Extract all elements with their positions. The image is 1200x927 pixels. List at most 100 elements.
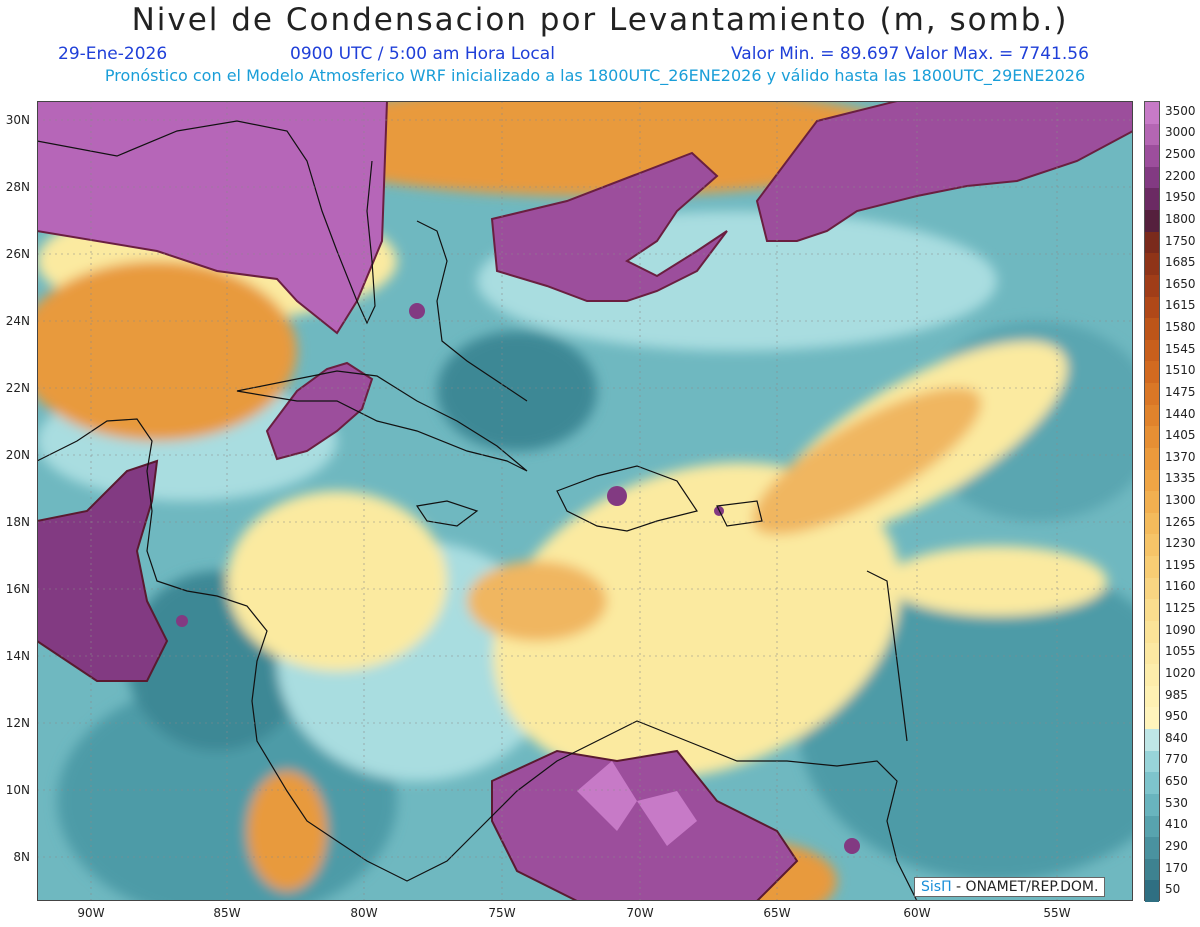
colorbar-segment bbox=[1145, 577, 1159, 600]
lon-label: 75W bbox=[488, 906, 516, 920]
colorbar-segment bbox=[1145, 837, 1159, 860]
colorbar-label: 1020 bbox=[1165, 665, 1196, 680]
colorbar-label: 2500 bbox=[1165, 147, 1196, 162]
colorbar-segment bbox=[1145, 123, 1159, 146]
colorbar-segment bbox=[1145, 339, 1159, 362]
lon-label: 70W bbox=[626, 906, 654, 920]
colorbar-segment bbox=[1145, 880, 1159, 903]
colorbar-label: 770 bbox=[1165, 752, 1188, 767]
lat-label: 24N bbox=[5, 314, 30, 328]
colorbar-label: 1800 bbox=[1165, 211, 1196, 226]
colorbar bbox=[1144, 101, 1160, 903]
colorbar-label: 1580 bbox=[1165, 320, 1196, 335]
colorbar-segment bbox=[1145, 707, 1159, 730]
lat-label: 10N bbox=[5, 783, 30, 797]
colorbar-segment bbox=[1145, 274, 1159, 298]
colorbar-label: 1090 bbox=[1165, 622, 1196, 637]
lon-label: 60W bbox=[903, 906, 931, 920]
colorbar-segment bbox=[1145, 750, 1159, 773]
coastlines bbox=[37, 120, 918, 901]
colorbar-label: 290 bbox=[1165, 838, 1188, 853]
colorbar-label: 1615 bbox=[1165, 298, 1196, 313]
florida-purple-region bbox=[37, 101, 389, 335]
colorbar-label: 840 bbox=[1165, 730, 1188, 745]
lat-label: 8N bbox=[13, 850, 30, 864]
lon-label: 85W bbox=[213, 906, 241, 920]
colorbar-label: 1510 bbox=[1165, 363, 1196, 378]
colorbar-segment bbox=[1145, 426, 1159, 449]
colorbar-label: 50 bbox=[1165, 882, 1181, 897]
colorbar-segment bbox=[1145, 210, 1159, 233]
colorbar-segment bbox=[1145, 512, 1159, 535]
colorbar-segment bbox=[1145, 296, 1159, 319]
lat-label: 28N bbox=[5, 180, 30, 194]
colorbar-segment bbox=[1145, 491, 1159, 514]
colorbar-segment bbox=[1145, 188, 1159, 211]
colorbar-label: 950 bbox=[1165, 709, 1188, 724]
credit-text: - ONAMET/REP.DOM. bbox=[951, 879, 1099, 895]
colorbar-label: 1125 bbox=[1165, 601, 1196, 616]
colorbar-segment bbox=[1145, 145, 1159, 168]
colorbar-segment bbox=[1145, 599, 1159, 622]
forecast-date: 29-Ene-2026 bbox=[58, 44, 168, 64]
colorbar-segment bbox=[1145, 253, 1159, 276]
central-america-purple-region bbox=[37, 459, 169, 682]
lat-label: 20N bbox=[5, 448, 30, 462]
colorbar-segment bbox=[1145, 469, 1159, 492]
cuba-purple-region bbox=[265, 361, 374, 461]
min-max-values: Valor Min. = 89.697 Valor Max. = 7741.56 bbox=[731, 44, 1089, 64]
colorbar-label: 530 bbox=[1165, 795, 1188, 810]
graticule bbox=[37, 101, 1133, 901]
colorbar-label: 1685 bbox=[1165, 255, 1196, 270]
lat-label: 22N bbox=[5, 381, 30, 395]
lon-label: 80W bbox=[350, 906, 378, 920]
colorbar-segment bbox=[1145, 729, 1159, 752]
colorbar-segment bbox=[1145, 447, 1159, 471]
colorbar-label: 1405 bbox=[1165, 428, 1196, 443]
colorbar-label: 1440 bbox=[1165, 406, 1196, 421]
colorbar-label: 985 bbox=[1165, 687, 1188, 702]
colorbar-label: 3000 bbox=[1165, 125, 1196, 140]
colorbar-segment bbox=[1145, 620, 1159, 644]
colorbar-segment bbox=[1145, 664, 1159, 687]
lcl-map bbox=[37, 101, 1133, 901]
lat-label: 14N bbox=[5, 649, 30, 663]
colorbar-label: 1750 bbox=[1165, 233, 1196, 248]
model-info: Pronóstico con el Modelo Atmosferico WRF… bbox=[104, 66, 1086, 85]
colorbar-segment bbox=[1145, 166, 1159, 189]
colorbar-segment bbox=[1145, 858, 1159, 881]
colorbar-segment bbox=[1145, 361, 1159, 384]
colorbar-segment bbox=[1145, 685, 1159, 708]
colorbar-label: 3500 bbox=[1165, 103, 1196, 118]
colorbar-label: 650 bbox=[1165, 774, 1188, 789]
colorbar-label: 1265 bbox=[1165, 514, 1196, 529]
lat-label: 18N bbox=[5, 515, 30, 529]
colorbar-segment bbox=[1145, 404, 1159, 427]
lon-label: 65W bbox=[763, 906, 791, 920]
colorbar-label: 1055 bbox=[1165, 644, 1196, 659]
colorbar-label: 1370 bbox=[1165, 449, 1196, 464]
colorbar-segment bbox=[1145, 534, 1159, 557]
colorbar-segment bbox=[1145, 642, 1159, 665]
colombia-purple-region bbox=[491, 749, 799, 901]
colorbar-segment bbox=[1145, 815, 1159, 838]
colorbar-label: 1300 bbox=[1165, 493, 1196, 507]
colorbar-label: 1195 bbox=[1165, 557, 1196, 572]
bahamas-purple-region bbox=[490, 151, 728, 302]
colorbar-segment bbox=[1145, 102, 1159, 125]
credit-box: SisΠ - ONAMET/REP.DOM. bbox=[914, 877, 1106, 897]
lat-label: 16N bbox=[5, 582, 30, 596]
colorbar-label: 170 bbox=[1165, 860, 1188, 875]
high-lcl-regions bbox=[37, 101, 1133, 901]
map-title: Nivel de Condensacion por Levantamiento … bbox=[131, 2, 1069, 38]
colorbar-segment bbox=[1145, 556, 1159, 579]
colorbar-label: 1230 bbox=[1165, 536, 1196, 551]
colorbar-label: 1475 bbox=[1165, 384, 1196, 399]
colorbar-label: 410 bbox=[1165, 817, 1188, 832]
colorbar-segment bbox=[1145, 793, 1159, 816]
atlantic-purple-region bbox=[755, 101, 1133, 242]
colorbar-label: 1650 bbox=[1165, 276, 1196, 291]
lat-label: 30N bbox=[5, 113, 30, 127]
colorbar-label: 2200 bbox=[1165, 168, 1196, 183]
colorbar-label: 1545 bbox=[1165, 341, 1196, 356]
